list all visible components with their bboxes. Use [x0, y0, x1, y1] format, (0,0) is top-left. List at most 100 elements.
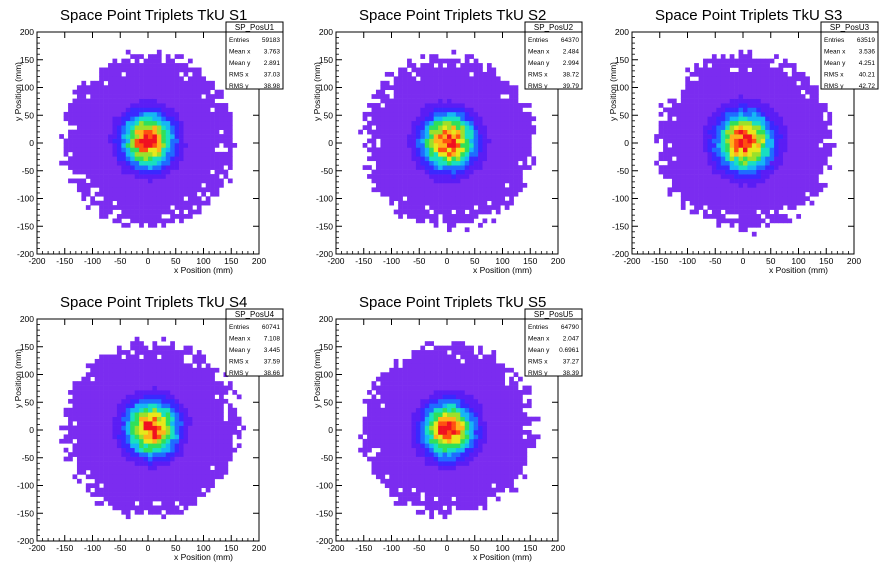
heatmap-cell [411, 111, 417, 117]
heatmap-cell [108, 98, 113, 104]
heatmap-cell [518, 138, 523, 144]
heatmap-cell [760, 196, 766, 202]
heatmap-cell [81, 182, 87, 188]
heatmap-cell [170, 187, 175, 193]
heatmap-cell [698, 94, 704, 99]
heatmap-cell [676, 178, 682, 184]
heatmap-cell [112, 58, 118, 64]
heatmap-cell [407, 174, 412, 179]
heatmap-cell [460, 116, 466, 122]
heatmap-cell [429, 89, 434, 95]
heatmap-cell [464, 218, 470, 224]
heatmap-cell [486, 187, 492, 193]
heatmap-cell [68, 456, 73, 462]
heatmap-cell [411, 156, 417, 162]
heatmap-cell [716, 134, 722, 139]
heatmap-cell [161, 501, 167, 506]
heatmap-cell [809, 191, 815, 197]
heatmap-cell [139, 461, 144, 466]
heatmap-cell [192, 492, 198, 497]
heatmap-cell [756, 222, 762, 228]
heatmap-cell [196, 425, 202, 431]
heatmap-cell [76, 134, 82, 139]
heatmap-cell [103, 403, 109, 409]
heatmap-cell [174, 434, 180, 440]
heatmap-cell [72, 385, 78, 391]
heatmap-cell [398, 125, 403, 130]
heatmap-cell [99, 407, 104, 413]
heatmap-cell [170, 200, 175, 206]
heatmap-cell [756, 218, 762, 224]
heatmap-cell [831, 143, 837, 148]
heatmap-cell [447, 129, 452, 135]
heatmap-cell [380, 165, 386, 170]
heatmap-cell [112, 478, 118, 484]
heatmap-cell [380, 182, 386, 188]
heatmap-cell [116, 390, 122, 395]
heatmap-cell [81, 129, 87, 135]
heatmap-cell [81, 443, 87, 449]
heatmap-cell [685, 187, 691, 193]
heatmap-cell [680, 107, 686, 113]
heatmap-cell [455, 178, 461, 184]
heatmap-cell [800, 129, 806, 135]
heatmap-cell [139, 98, 144, 104]
heatmap-cell [143, 461, 149, 466]
heatmap-cell [756, 120, 762, 126]
heatmap-cell [183, 160, 189, 166]
heatmap-cell [782, 200, 788, 206]
heatmap-cell [68, 156, 73, 162]
heatmap-cell [68, 430, 73, 435]
heatmap-cell [130, 160, 135, 166]
heatmap-cell [398, 209, 403, 215]
heatmap-cell [165, 363, 171, 369]
y-tick-label: -100 [316, 194, 333, 204]
heatmap-cell [174, 438, 180, 444]
heatmap-cell [398, 196, 403, 202]
stats-row-label: RMS x [229, 72, 249, 79]
heatmap-cell [504, 89, 510, 95]
heatmap-cell [380, 147, 386, 153]
heatmap-cell [805, 80, 810, 86]
heatmap-cell [139, 447, 144, 453]
heatmap-cell [389, 143, 395, 148]
heatmap-cell [509, 187, 514, 193]
heatmap-cell [165, 345, 171, 351]
heatmap-cell [112, 196, 118, 202]
heatmap-cell [380, 178, 386, 184]
heatmap-cell [751, 129, 757, 135]
heatmap-cell [703, 98, 708, 104]
heatmap-cell [460, 160, 466, 166]
heatmap-cell [760, 94, 766, 99]
heatmap-cell [187, 461, 193, 466]
heatmap-cell [747, 120, 753, 126]
heatmap-cell [112, 421, 118, 426]
y-tick-label: -50 [321, 166, 334, 176]
heatmap-cell [143, 214, 149, 219]
heatmap-cell [782, 169, 788, 175]
heatmap-cell [389, 165, 395, 170]
heatmap-cell [192, 501, 198, 506]
heatmap-cell [765, 98, 770, 104]
heatmap-cell [729, 125, 735, 130]
heatmap-cell [112, 63, 118, 68]
heatmap-cell [782, 98, 788, 104]
heatmap-cell [469, 169, 474, 175]
heatmap-cell [192, 465, 198, 471]
heatmap-cell [121, 111, 127, 117]
heatmap-cell [192, 85, 198, 91]
heatmap-cell [411, 89, 417, 95]
heatmap-cell [756, 94, 762, 99]
heatmap-cell [667, 129, 673, 135]
heatmap-cell [716, 209, 722, 215]
heatmap-cell [76, 120, 82, 126]
heatmap-cell [703, 178, 708, 184]
heatmap-cell [393, 178, 399, 184]
heatmap-cell [743, 134, 748, 139]
heatmap-cell [518, 129, 523, 135]
heatmap-cell [103, 483, 109, 489]
heatmap-cell [473, 80, 479, 86]
heatmap-cell [112, 160, 118, 166]
heatmap-cell [196, 394, 202, 400]
heatmap-cell [156, 412, 162, 417]
